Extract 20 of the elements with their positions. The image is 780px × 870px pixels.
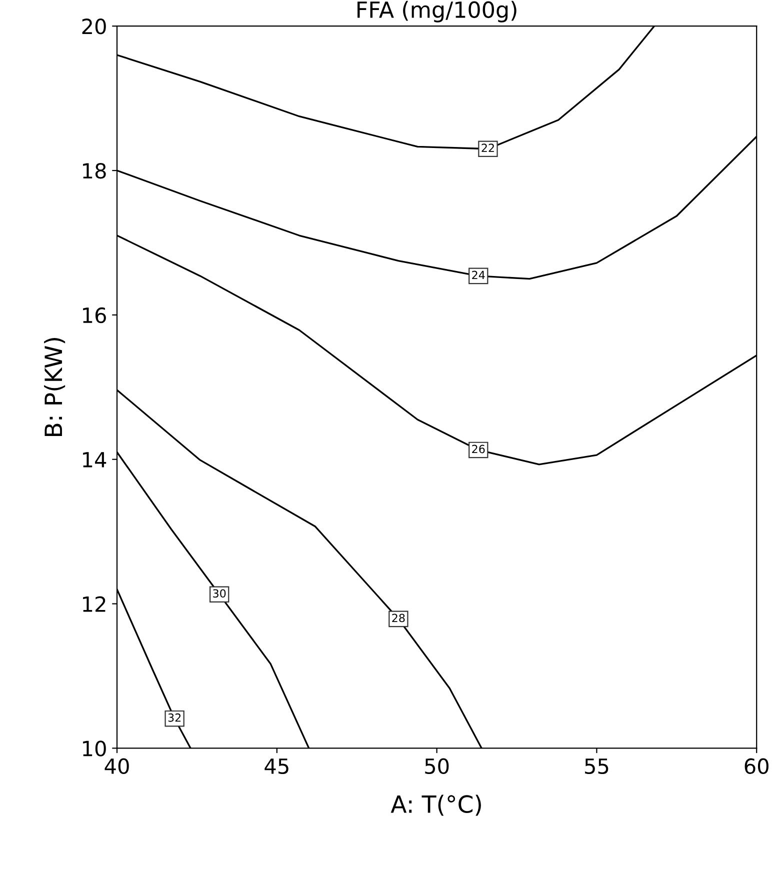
series-label: 22 (482, 144, 494, 152)
y-tick-label: 20 (82, 18, 106, 34)
series-label: 28 (392, 614, 405, 622)
x-tick-label: 50 (425, 758, 449, 774)
x-tick-label: 45 (264, 758, 288, 774)
chart-title: FFA (mg/100g) (358, 0, 516, 22)
y-tick-label: 16 (83, 307, 106, 324)
x-tick-label: 40 (104, 758, 129, 774)
y-tick-label: 10 (83, 740, 106, 756)
x-tick-label: 55 (585, 758, 608, 774)
series-label: 32 (168, 713, 181, 722)
y-tick-label: 14 (83, 452, 106, 468)
series-label: 24 (472, 270, 485, 280)
y-tick-label: 18 (83, 162, 106, 179)
x-axis-title: A: T(°C) (390, 794, 481, 816)
x-tick-label: 60 (744, 758, 768, 774)
y-axis-title: B: P(KW) (44, 338, 66, 436)
series-label: 30 (213, 589, 226, 598)
y-tick-label: 12 (83, 596, 106, 612)
series-label: 26 (472, 444, 485, 454)
